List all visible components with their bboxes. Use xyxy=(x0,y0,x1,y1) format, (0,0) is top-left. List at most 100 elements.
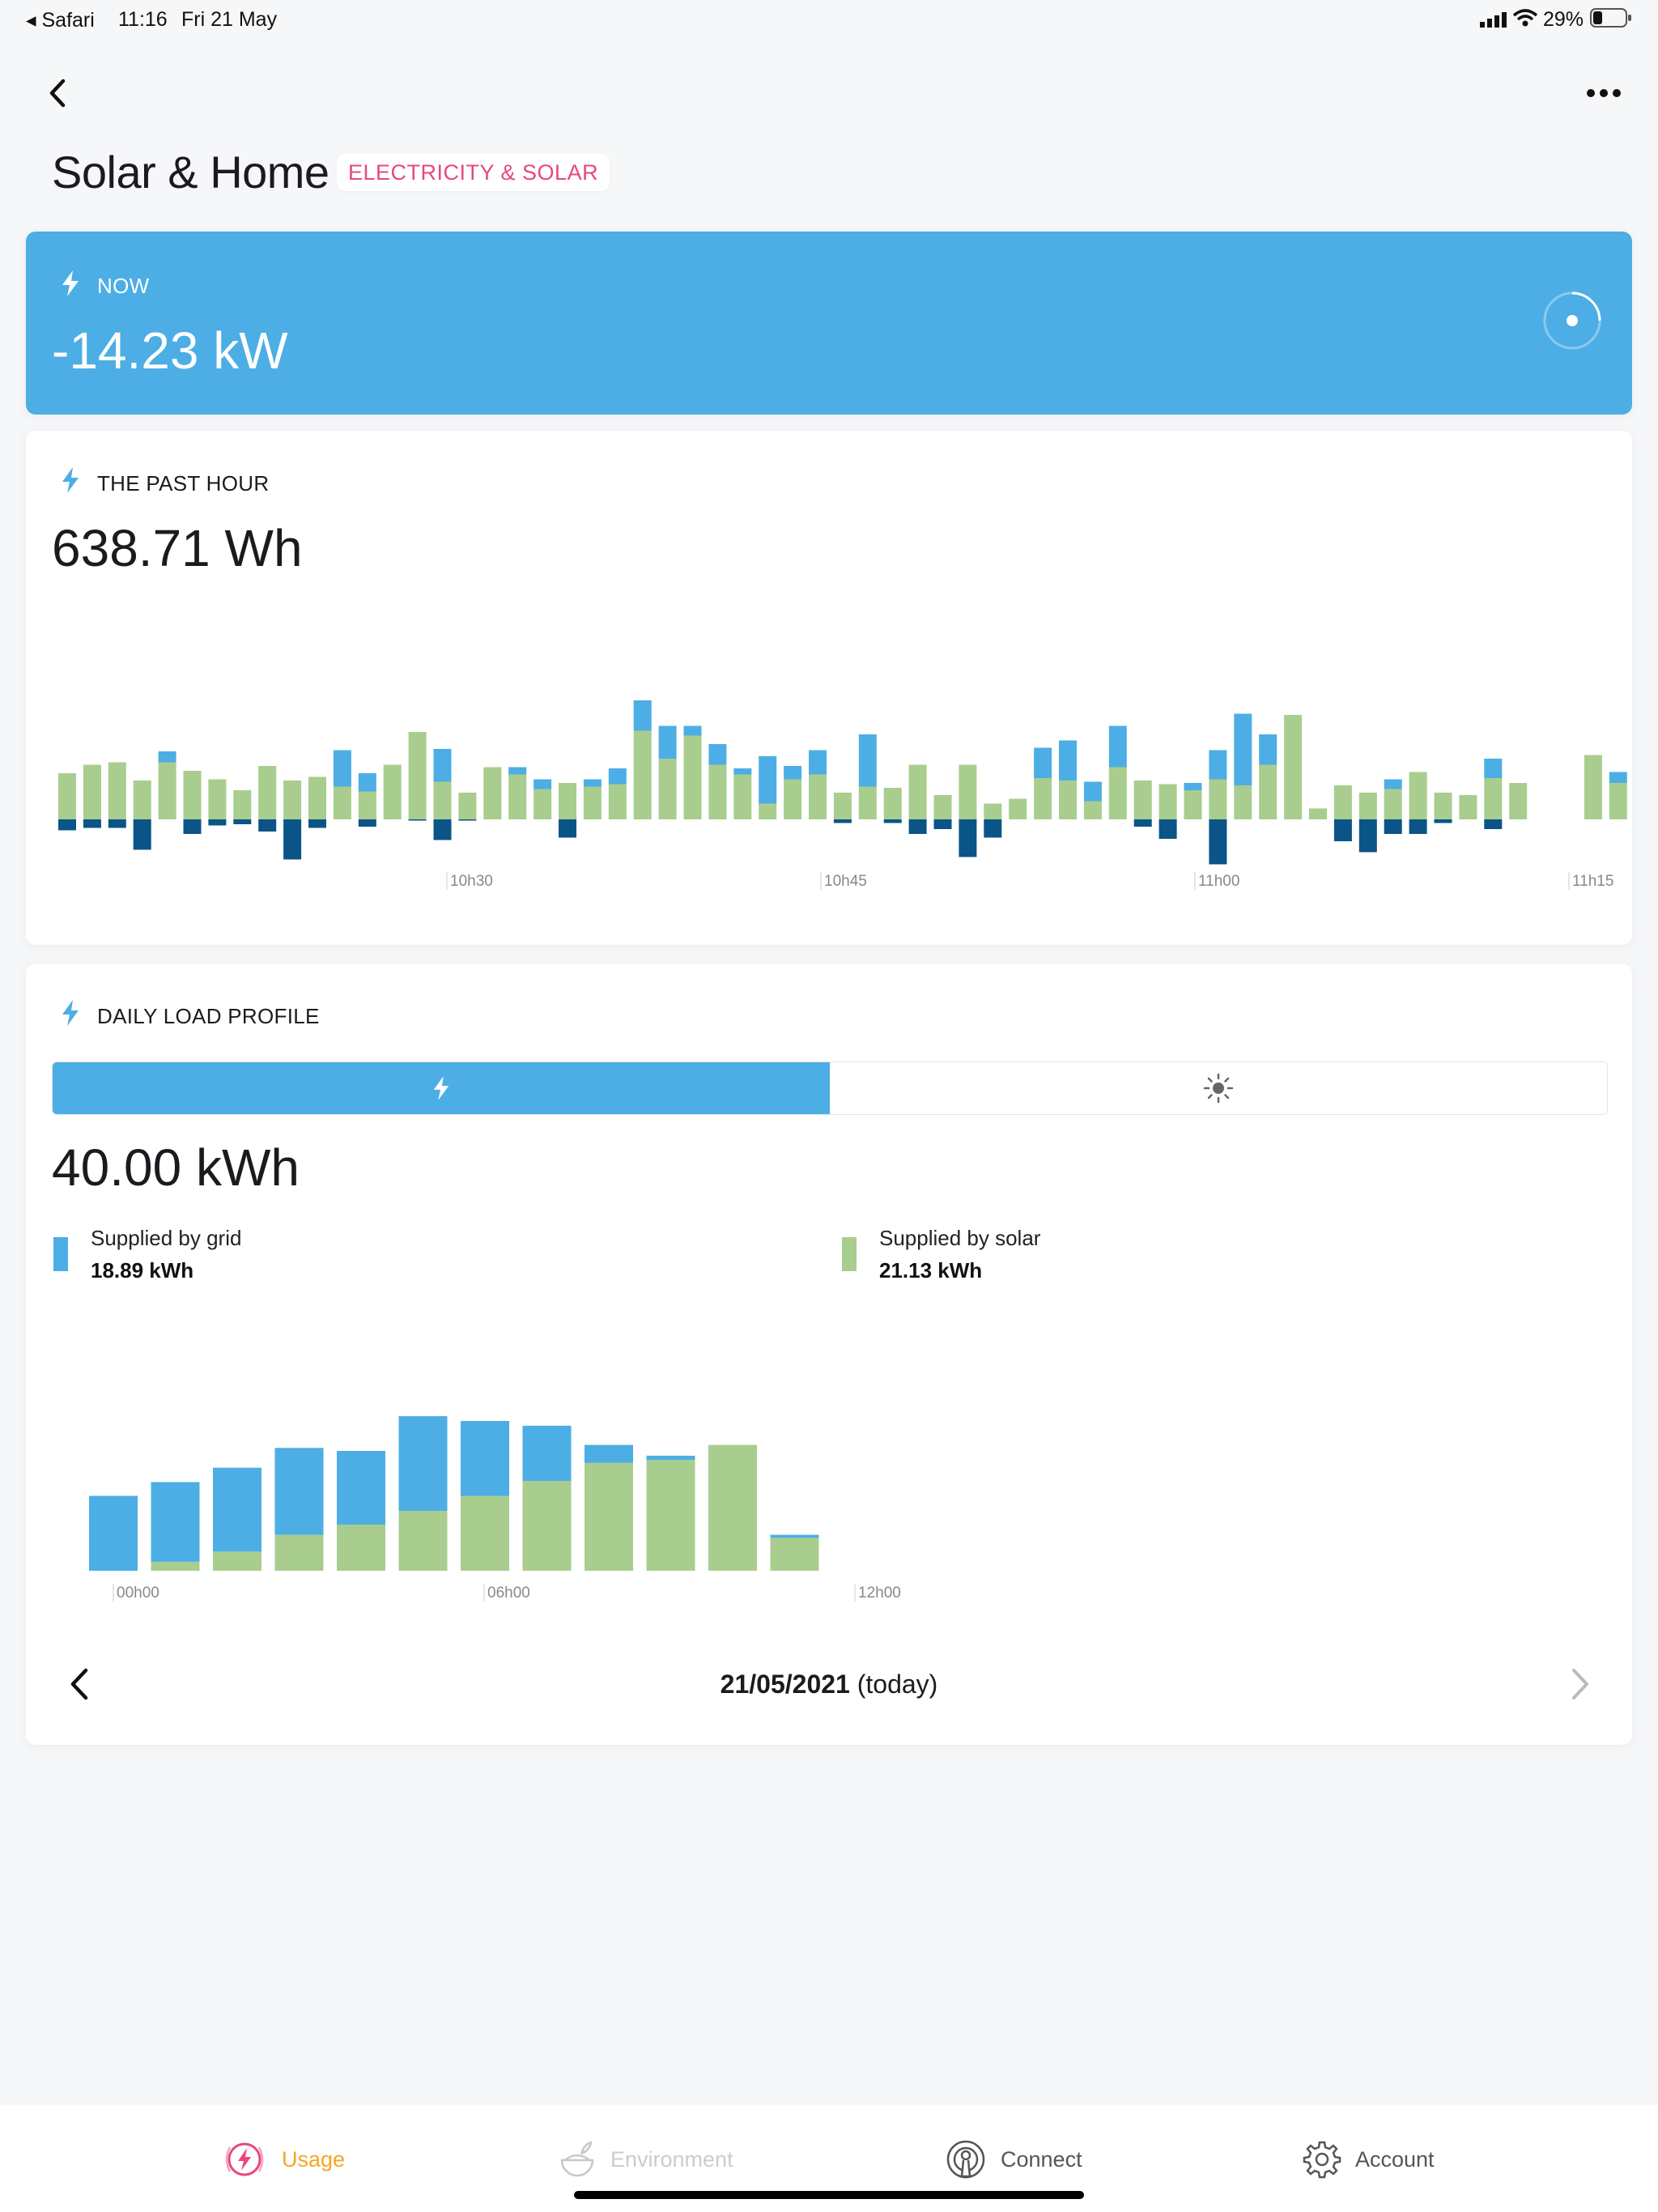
grid-bar xyxy=(1234,713,1252,785)
tab-usage[interactable]: Usage xyxy=(220,2139,345,2180)
tab-environment[interactable]: Environment xyxy=(557,2139,733,2180)
grid-bar xyxy=(809,750,827,775)
solar-bar xyxy=(833,793,852,819)
back-to-safari-link[interactable]: ◂ Safari xyxy=(26,9,95,32)
solar-bar xyxy=(683,735,702,819)
solar-bar xyxy=(213,1551,261,1571)
solar-bar xyxy=(534,789,552,819)
now-card: NOW -14.23 kW xyxy=(26,232,1632,415)
segment-solar[interactable] xyxy=(830,1062,1607,1114)
previous-day-chevron-icon[interactable] xyxy=(63,1664,96,1704)
grid-bar xyxy=(1484,759,1503,778)
export-bar xyxy=(283,819,302,860)
solar-bar xyxy=(908,764,927,819)
more-options-icon[interactable] xyxy=(1585,81,1622,105)
solar-bar xyxy=(1358,793,1377,819)
solar-bar xyxy=(1059,781,1077,819)
solar-bar xyxy=(274,1534,324,1571)
tab-environment-label: Environment xyxy=(610,2146,733,2172)
solar-bar xyxy=(708,764,727,819)
solar-bar xyxy=(108,762,126,819)
x-tick-label: 00h00 xyxy=(117,1585,159,1602)
solar-bar xyxy=(1034,778,1052,819)
solar-bar xyxy=(933,795,952,819)
solar-bar xyxy=(433,781,452,819)
solar-bar xyxy=(770,1538,819,1571)
usage-bolt-icon xyxy=(225,2142,264,2176)
tab-connect-label: Connect xyxy=(1001,2146,1082,2172)
solar-bar xyxy=(984,803,1002,819)
solar-bar xyxy=(208,779,227,819)
solar-bar xyxy=(608,784,627,819)
bolt-icon xyxy=(433,1076,449,1100)
solar-bar xyxy=(461,1495,509,1571)
export-bar xyxy=(1333,819,1352,841)
grid-bar xyxy=(333,750,351,787)
grid-bar xyxy=(733,768,752,775)
solar-bar xyxy=(583,786,602,819)
grid-bar xyxy=(151,1482,200,1562)
grid-legend-swatch xyxy=(53,1237,68,1271)
export-bar xyxy=(258,819,277,832)
next-day-chevron-icon[interactable] xyxy=(1564,1664,1596,1704)
solar-bar xyxy=(383,764,402,819)
tab-connect[interactable]: Connect xyxy=(944,2139,1082,2180)
grid-bar xyxy=(358,773,376,792)
daily-profile-chart: 00h00 06h00 12h00 xyxy=(89,1416,901,1602)
grid-bar xyxy=(858,734,877,787)
bolt-icon xyxy=(62,1000,79,1026)
grid-bar xyxy=(1034,747,1052,778)
live-refresh-indicator-icon xyxy=(1543,291,1601,350)
grid-bar xyxy=(759,756,777,804)
export-bar xyxy=(933,819,952,829)
export-bar xyxy=(58,819,76,831)
tab-account[interactable]: Account xyxy=(1302,2139,1435,2180)
solar-bar xyxy=(337,1525,385,1571)
segment-consumption[interactable] xyxy=(53,1062,830,1114)
status-bar: ◂ Safari 11:16 Fri 21 May 29% xyxy=(0,0,1658,39)
export-bar xyxy=(108,819,126,828)
export-bar xyxy=(1409,819,1427,834)
grid-bar xyxy=(158,751,176,763)
export-bar xyxy=(358,819,376,827)
grid-bar xyxy=(1059,740,1077,781)
solar-bar xyxy=(1158,784,1177,819)
bolt-icon xyxy=(62,467,79,493)
cellular-signal-icon xyxy=(1480,12,1507,28)
grid-bar xyxy=(337,1451,385,1525)
solar-bar xyxy=(1384,789,1402,819)
solar-bar xyxy=(1083,801,1102,819)
export-bar xyxy=(1158,819,1177,839)
daily-total-value: 40.00 kWh xyxy=(52,1138,300,1197)
solar-bar xyxy=(959,764,977,819)
grid-bar xyxy=(433,749,452,782)
export-bar xyxy=(833,819,852,823)
solar-bar xyxy=(358,791,376,819)
x-tick-label: 11h15 xyxy=(1572,873,1613,890)
solar-bar xyxy=(1609,783,1627,819)
grid-bar xyxy=(213,1467,261,1552)
grid-bar xyxy=(585,1444,633,1463)
sun-icon xyxy=(1203,1073,1234,1104)
x-tick-label: 10h45 xyxy=(824,873,867,890)
solar-bar xyxy=(1184,790,1202,819)
solar-bar xyxy=(883,788,902,819)
solar-bar xyxy=(508,774,527,819)
grid-bar xyxy=(522,1425,572,1481)
export-bar xyxy=(883,819,902,823)
export-bar xyxy=(133,819,151,850)
grid-bar xyxy=(770,1534,819,1538)
solar-bar xyxy=(1409,772,1427,819)
export-bar xyxy=(183,819,202,834)
status-date: Fri 21 May xyxy=(181,8,278,31)
past-hour-card: THE PAST HOUR 638.71 Wh 10h30 10h45 11h00 1… xyxy=(26,431,1632,945)
back-chevron-icon[interactable] xyxy=(39,73,79,113)
grid-bar xyxy=(1209,750,1227,780)
solar-bar xyxy=(83,764,101,819)
export-bar xyxy=(959,819,977,857)
status-time: 11:16 xyxy=(118,8,168,31)
export-bar xyxy=(233,819,252,824)
export-bar xyxy=(1484,819,1503,829)
grid-bar xyxy=(1384,779,1402,789)
grid-bar xyxy=(1108,725,1127,768)
